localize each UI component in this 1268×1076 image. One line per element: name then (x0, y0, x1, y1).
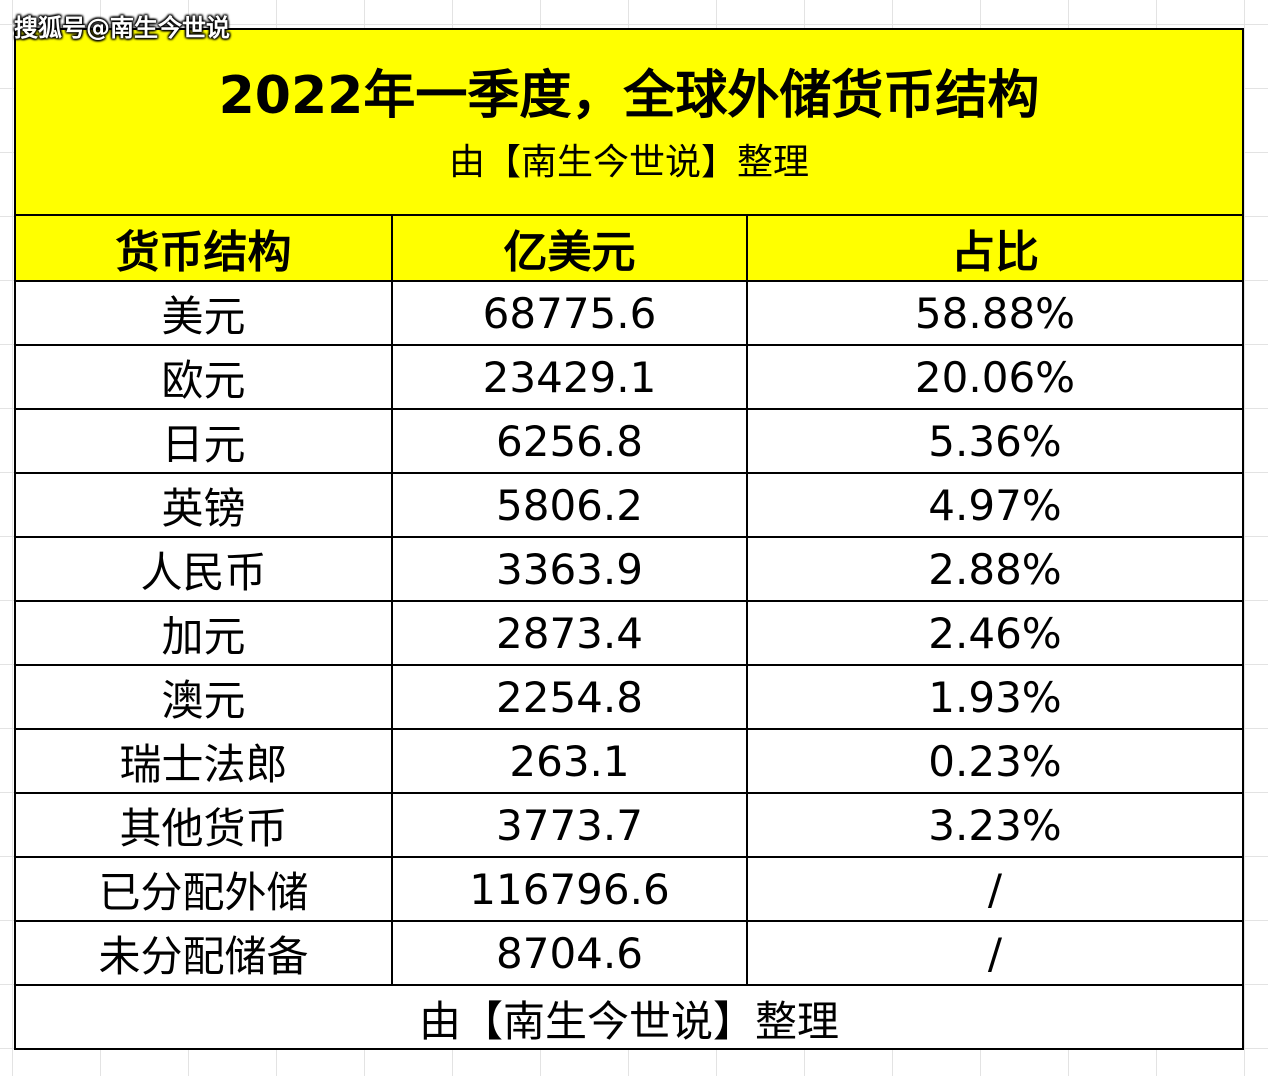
share-cell: 2.46% (928, 608, 1062, 658)
currency-cell: 其他货币 (16, 794, 393, 856)
header-row: 货币结构 亿美元 占比 (16, 216, 1242, 282)
currency-cell: 日元 (16, 410, 393, 472)
share-cell: 3.23% (928, 800, 1062, 850)
amount-cell: 2254.8 (393, 666, 748, 728)
table-row: 已分配外储 116796.6 / (16, 858, 1242, 922)
header-amount: 亿美元 (393, 216, 748, 280)
share-cell: 58.88% (914, 288, 1076, 338)
share-cell: 1.93% (928, 672, 1062, 722)
table-row: 人民币 3363.9 2.88% (16, 538, 1242, 602)
table-grid: 货币结构 亿美元 占比 美元 68775.6 58.88% 欧元 23429.1… (16, 216, 1242, 986)
title-block: 2022年一季度，全球外储货币结构 由【南生今世说】整理 (16, 30, 1242, 216)
table-row: 澳元 2254.8 1.93% (16, 666, 1242, 730)
share-cell: 2.88% (928, 544, 1062, 594)
currency-cell: 加元 (16, 602, 393, 664)
amount-cell: 68775.6 (393, 282, 748, 344)
share-cell: 4.97% (928, 480, 1062, 530)
currency-cell: 美元 (16, 282, 393, 344)
share-cell: 0.23% (928, 736, 1062, 786)
share-cell: 20.06% (914, 352, 1076, 402)
amount-cell: 263.1 (393, 730, 748, 792)
share-cell: / (987, 928, 1003, 978)
reserve-table: 2022年一季度，全球外储货币结构 由【南生今世说】整理 货币结构 亿美元 占比… (14, 28, 1244, 1050)
currency-cell: 人民币 (16, 538, 393, 600)
currency-cell: 英镑 (16, 474, 393, 536)
watermark: 搜狐号@南生今世说 (14, 14, 230, 42)
currency-cell: 未分配储备 (16, 922, 393, 984)
table-footer: 由【南生今世说】整理 (418, 996, 839, 1046)
table-row: 日元 6256.8 5.36% (16, 410, 1242, 474)
currency-cell: 欧元 (16, 346, 393, 408)
amount-cell: 5806.2 (393, 474, 748, 536)
table-row: 加元 2873.4 2.46% (16, 602, 1242, 666)
amount-cell: 3363.9 (393, 538, 748, 600)
currency-cell: 澳元 (16, 666, 393, 728)
table-row: 其他货币 3773.7 3.23% (16, 794, 1242, 858)
table-row: 瑞士法郎 263.1 0.23% (16, 730, 1242, 794)
table-title: 2022年一季度，全球外储货币结构 (218, 66, 1040, 126)
header-currency: 货币结构 (16, 216, 393, 280)
amount-cell: 2873.4 (393, 602, 748, 664)
amount-cell: 116796.6 (393, 858, 748, 920)
amount-cell: 6256.8 (393, 410, 748, 472)
header-share: 占比 (951, 227, 1039, 278)
table-subtitle: 由【南生今世说】整理 (448, 142, 809, 183)
share-cell: / (987, 864, 1003, 914)
currency-cell: 瑞士法郎 (16, 730, 393, 792)
table-row: 欧元 23429.1 20.06% (16, 346, 1242, 410)
currency-cell: 已分配外储 (16, 858, 393, 920)
amount-cell: 3773.7 (393, 794, 748, 856)
table-row: 未分配储备 8704.6 / (16, 922, 1242, 986)
table-row: 美元 68775.6 58.88% (16, 282, 1242, 346)
share-cell: 5.36% (928, 416, 1062, 466)
amount-cell: 8704.6 (393, 922, 748, 984)
amount-cell: 23429.1 (393, 346, 748, 408)
table-row: 英镑 5806.2 4.97% (16, 474, 1242, 538)
